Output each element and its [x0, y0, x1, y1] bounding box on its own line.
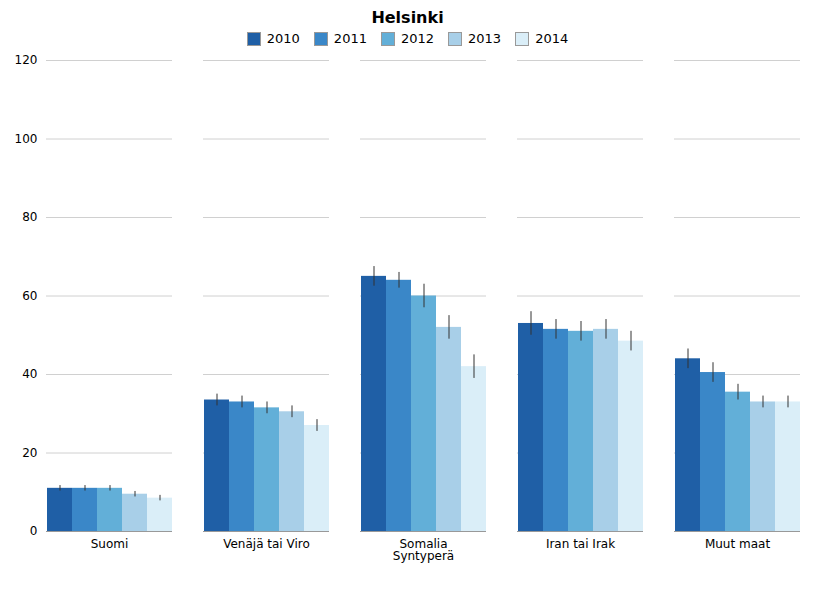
svg-text:20: 20	[22, 446, 37, 460]
svg-text:0: 0	[30, 524, 38, 538]
svg-text:Muut maat: Muut maat	[705, 537, 770, 551]
svg-text:100: 100	[15, 132, 38, 146]
svg-text:Suomi: Suomi	[91, 537, 129, 551]
svg-text:Iran tai Irak: Iran tai Irak	[546, 537, 615, 551]
svg-text:40: 40	[22, 367, 37, 381]
html-text:Helsinki: Helsinki	[371, 8, 444, 27]
html-text:2011: 2011	[333, 31, 367, 46]
html-text:2013: 2013	[468, 31, 502, 46]
html-text:2010: 2010	[266, 31, 300, 46]
svg-text:120: 120	[15, 53, 38, 67]
svg-text:Venäjä tai Viro: Venäjä tai Viro	[223, 537, 310, 551]
html-text:2014: 2014	[535, 31, 569, 46]
svg-text:SomaliaSyntyperä: SomaliaSyntyperä	[393, 537, 454, 563]
svg-text:80: 80	[22, 210, 37, 224]
html-text:2012: 2012	[401, 31, 434, 46]
svg-text:60: 60	[22, 289, 37, 303]
